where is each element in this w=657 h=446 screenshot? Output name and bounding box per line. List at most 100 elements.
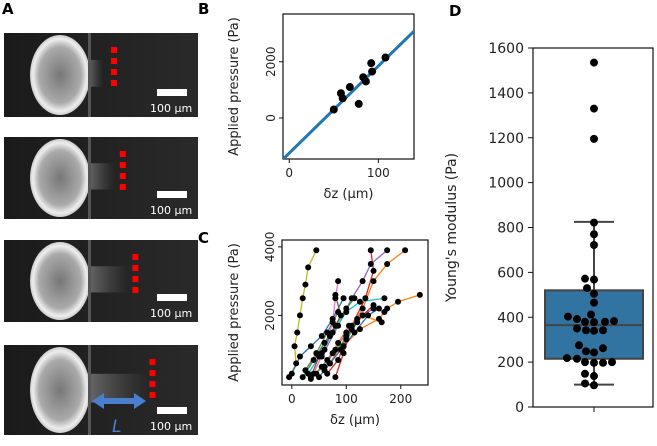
y-tick-label: 400 (497, 310, 524, 326)
pipette-edge (88, 240, 91, 322)
y-tick-label: 1200 (488, 131, 524, 147)
fit-line (283, 30, 414, 159)
data-point (590, 298, 598, 307)
y-tick-label: 0 (264, 114, 278, 122)
data-point (599, 344, 607, 353)
chart-c: 0 100 200 2000 4000 δz (µm) Applied pressure (… (227, 232, 429, 428)
data-point (402, 247, 409, 254)
data-point (381, 295, 388, 302)
data-point (337, 346, 344, 353)
data-point (307, 343, 314, 350)
data-point (361, 77, 370, 86)
data-point (581, 358, 589, 367)
data-point (302, 281, 309, 288)
data-point (381, 53, 390, 62)
data-point (564, 312, 572, 321)
data-point (343, 336, 350, 343)
data-point (291, 343, 298, 350)
data-point (356, 326, 363, 333)
data-point (293, 360, 300, 367)
data-point (362, 295, 369, 302)
scale-bar-label: 100 µm (150, 204, 192, 217)
data-point (335, 339, 342, 346)
y-tick-label: 4000 (263, 232, 277, 263)
cell-spheroid (30, 35, 90, 115)
data-point (590, 275, 598, 284)
data-point (416, 291, 423, 298)
data-point (370, 278, 377, 285)
data-point (590, 358, 598, 367)
panel-label-c: C (198, 229, 209, 247)
data-point (590, 381, 598, 390)
y-tick-label: 0 (515, 400, 524, 416)
data-point (375, 305, 382, 312)
data-point (326, 360, 333, 367)
data-point (368, 67, 377, 76)
data-point (329, 315, 336, 322)
data-point (332, 291, 339, 298)
micrograph: 100 µm (4, 137, 198, 219)
red-marker (111, 69, 117, 75)
data-point (354, 99, 363, 108)
data-point (307, 375, 314, 382)
red-marker (149, 381, 156, 387)
red-marker (119, 173, 126, 179)
axes-frame (282, 13, 415, 160)
data-point (384, 260, 391, 267)
scale-bar (157, 191, 187, 198)
red-marker (149, 392, 156, 398)
cell-spheroid (30, 242, 90, 320)
data-point (302, 367, 309, 374)
data-point (582, 326, 590, 335)
data-point (345, 83, 354, 92)
y-tick-label: 600 (497, 265, 524, 281)
data-point (340, 295, 347, 302)
data-point (590, 318, 598, 327)
panel-label-d: D (449, 2, 461, 20)
data-point (370, 305, 377, 312)
red-marker (149, 370, 156, 376)
y-tick-label: 200 (497, 355, 524, 371)
red-marker (111, 47, 117, 53)
data-point (395, 298, 402, 305)
red-marker (119, 151, 126, 157)
data-point (384, 247, 391, 254)
data-point (575, 341, 583, 350)
data-point (563, 354, 571, 363)
data-point (310, 356, 317, 363)
red-marker (111, 58, 117, 64)
data-point (381, 308, 388, 315)
data-point (299, 374, 306, 381)
cell-spheroid (30, 347, 90, 433)
data-point (367, 260, 374, 267)
y-axis-label: Young's modulus (Pa) (444, 153, 460, 303)
panel-label-a: A (2, 0, 14, 18)
data-point (581, 317, 589, 326)
data-point (590, 58, 598, 67)
data-point (359, 312, 366, 319)
scale-bar-label: 100 µm (150, 102, 192, 115)
red-marker (119, 184, 126, 190)
red-marker (132, 265, 139, 271)
y-axis-label: Applied pressure (Pa) (227, 17, 242, 156)
data-point (367, 59, 376, 68)
data-point (313, 350, 320, 357)
red-marker (119, 162, 126, 168)
data-point (332, 346, 339, 353)
aspirated-tongue (88, 266, 129, 293)
y-tick-label: 800 (497, 221, 524, 237)
micrograph: 100 µm (4, 33, 198, 117)
series-line (318, 308, 380, 378)
series-line (334, 250, 375, 378)
x-tick-label: 0 (288, 392, 296, 406)
aspirated-tongue (88, 163, 115, 190)
data-point (581, 274, 589, 283)
data-point (335, 308, 342, 315)
length-label: L (112, 417, 121, 437)
data-point (321, 363, 328, 370)
data-point (367, 247, 374, 254)
data-point (318, 332, 325, 339)
axes-frame (281, 239, 429, 386)
y-tick-label: 1400 (488, 86, 524, 102)
series-group (286, 247, 423, 382)
